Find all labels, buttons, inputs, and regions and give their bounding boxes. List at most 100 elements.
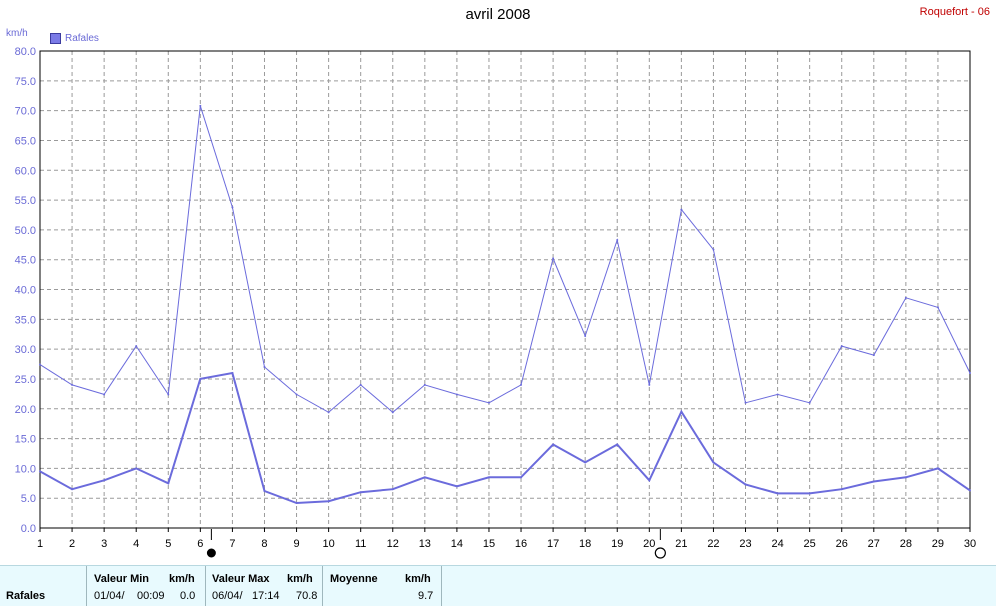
x-tick-label: 4 [133, 538, 139, 550]
y-tick-label: 5.0 [21, 493, 36, 505]
data-point [904, 296, 907, 299]
x-tick-label: 12 [387, 538, 399, 550]
data-point [552, 257, 555, 260]
data-point [584, 461, 587, 464]
data-point [167, 393, 170, 396]
data-point [359, 383, 362, 386]
max-value: 70.8 [296, 590, 318, 602]
data-point [295, 393, 298, 396]
y-tick-label: 20.0 [15, 404, 36, 416]
avg-value: 9.7 [418, 590, 434, 602]
y-tick-label: 10.0 [15, 463, 36, 475]
data-point [199, 104, 202, 107]
data-point [231, 371, 234, 374]
series-line-rafales [39, 105, 971, 413]
min-unit: km/h [169, 573, 195, 585]
y-tick-label: 70.0 [15, 106, 36, 118]
x-tick-label: 26 [836, 538, 848, 550]
data-point [167, 482, 170, 485]
avg-header: Moyenne [330, 573, 378, 585]
stats-footer: Rafales Valeur Min km/h 01/04/ 00:09 0.0… [0, 565, 996, 606]
y-tick-label: 0.0 [21, 523, 36, 535]
full-moon-icon [654, 547, 666, 559]
footer-divider [86, 566, 87, 606]
footer-divider [322, 566, 323, 606]
data-point [552, 443, 555, 446]
x-tick-label: 5 [165, 538, 171, 550]
data-point [936, 467, 939, 470]
data-point [712, 461, 715, 464]
x-tick-label: 29 [932, 538, 944, 550]
x-tick-label: 16 [515, 538, 527, 550]
x-tick-label: 15 [483, 538, 495, 550]
data-point [423, 476, 426, 479]
data-point [103, 479, 106, 482]
footer-series-name: Rafales [6, 590, 46, 602]
data-point [327, 500, 330, 503]
x-tick-label: 20 [643, 538, 655, 550]
x-tick-label: 28 [900, 538, 912, 550]
y-tick-label: 65.0 [15, 135, 36, 147]
data-point [744, 483, 747, 486]
min-date: 01/04/ [94, 590, 125, 602]
data-point [616, 239, 619, 242]
max-header: Valeur Max [212, 573, 270, 585]
x-tick-label: 1 [37, 538, 43, 550]
data-point [840, 345, 843, 348]
x-tick-label: 10 [322, 538, 334, 550]
y-tick-label: 60.0 [15, 165, 36, 177]
plot-frame [39, 50, 971, 529]
data-point [712, 248, 715, 251]
new-moon-icon [206, 548, 216, 558]
x-tick-label: 18 [579, 538, 591, 550]
min-value: 0.0 [180, 590, 196, 602]
max-unit: km/h [287, 573, 313, 585]
data-point [39, 470, 41, 473]
data-point [391, 488, 394, 491]
x-tick-label: 3 [101, 538, 107, 550]
y-tick-label: 55.0 [15, 195, 36, 207]
max-date: 06/04/ [212, 590, 243, 602]
chart-area: 0.0 5.0 10.0 15.0 20.0 25.0 30.0 35.0 40.0 45.0 50… [15, 46, 976, 559]
data-point [231, 206, 234, 209]
data-point [135, 345, 138, 348]
data-point [872, 354, 875, 357]
y-tick-label: 25.0 [15, 374, 36, 386]
footer-divider [205, 566, 206, 606]
data-point [520, 476, 523, 479]
data-point [263, 366, 266, 369]
x-tick-label: 17 [547, 538, 559, 550]
data-point [455, 393, 458, 396]
data-point [808, 492, 811, 495]
footer-divider [441, 566, 442, 606]
data-point [487, 476, 490, 479]
min-time: 00:09 [137, 590, 165, 602]
station-name: Roquefort - 06 [919, 6, 990, 18]
data-point [71, 488, 74, 491]
data-point [199, 377, 202, 380]
min-header: Valeur Min [94, 573, 150, 585]
x-tick-label: 14 [451, 538, 463, 550]
data-point [776, 393, 779, 396]
data-point [776, 492, 779, 495]
legend: Rafales [50, 33, 99, 44]
data-point [969, 371, 971, 374]
data-point [295, 501, 298, 504]
x-tick-label: 27 [868, 538, 880, 550]
x-tick-label: 30 [964, 538, 976, 550]
data-point [648, 479, 651, 482]
avg-unit: km/h [405, 573, 431, 585]
data-point [391, 411, 394, 414]
data-point [455, 485, 458, 488]
data-point [808, 401, 811, 404]
data-point [263, 490, 266, 493]
series-line-average [39, 371, 971, 505]
x-tick-label: 22 [707, 538, 719, 550]
data-point [680, 410, 683, 413]
chart-title: avril 2008 [465, 6, 531, 23]
x-tick-label: 8 [261, 538, 267, 550]
y-tick-label: 45.0 [15, 255, 36, 267]
data-point [648, 383, 651, 386]
y-tick-label: 40.0 [15, 285, 36, 297]
data-point [744, 401, 747, 404]
